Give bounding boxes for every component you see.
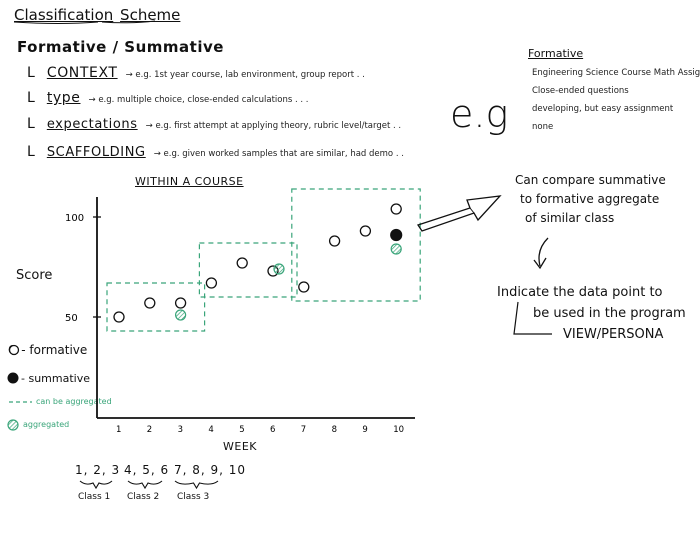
aggregated-point	[175, 309, 187, 321]
x-tick-label: 7	[301, 425, 306, 435]
formative-item: Engineering Science Course Math Assigned	[532, 68, 700, 78]
formative-point	[174, 297, 187, 309]
formative-point	[359, 225, 372, 237]
criteria-desc: → e.g. first attempt at applying theory,…	[145, 121, 402, 131]
y-tick-label: 100	[65, 213, 84, 224]
indicate-bracket	[513, 301, 552, 335]
x-tick-label: 2	[147, 425, 152, 435]
class-weeks: 4, 5, 6	[124, 463, 170, 477]
annotation-compare-line: Can compare summative	[515, 173, 666, 187]
x-axis-label: WEEK	[223, 440, 257, 453]
eg-label: e.g	[450, 92, 509, 136]
x-tick-label: 8	[332, 425, 337, 435]
class-label: Class 1	[78, 492, 111, 502]
title-underline	[13, 20, 156, 24]
aggregated-point	[390, 243, 402, 255]
class-weeks: 1, 2, 3	[75, 463, 121, 477]
class-label: Class 2	[127, 492, 160, 502]
criteria-bullet: L	[27, 144, 35, 160]
compare-arrow	[416, 195, 502, 232]
legend-hatched-circle	[7, 419, 19, 431]
class-brace	[79, 480, 113, 490]
criteria-bullet: L	[27, 116, 35, 132]
x-tick-label: 4	[208, 425, 213, 435]
annotation-compare-line: of similar class	[525, 211, 615, 225]
x-tick-label: 10	[393, 425, 404, 435]
annotation-indicate-line: VIEW/PERSONA	[563, 327, 664, 342]
section-heading: Formative / Summative	[17, 38, 224, 56]
legend-formative: O - formative	[8, 343, 88, 357]
x-tick-label: 9	[362, 425, 367, 435]
formative-item: none	[532, 122, 554, 132]
class-brace	[127, 480, 163, 490]
formative-item: Close-ended questions	[532, 86, 629, 96]
x-tick-label: 3	[178, 425, 183, 435]
formative-point	[205, 277, 218, 289]
indicate-arrow	[533, 237, 549, 270]
criteria-label: expectations	[46, 117, 138, 132]
legend-summative: - summative	[21, 372, 90, 385]
formative-item: developing, but easy assignment	[532, 104, 674, 114]
annotation-indicate-line: be used in the program	[533, 306, 686, 321]
page-title: Classification Scheme	[14, 6, 180, 24]
y-axis-label: Score	[16, 268, 53, 283]
legend-aggregatable: can be aggregated	[36, 397, 112, 406]
criteria-row: L SCAFFOLDING → e.g. given worked samples …	[27, 141, 404, 160]
formative-point	[328, 235, 341, 247]
criteria-label: type	[46, 90, 81, 106]
group-box	[106, 282, 206, 332]
formative-point	[298, 281, 310, 293]
class-brace	[174, 480, 219, 490]
criteria-desc: → e.g. 1st year course, lab environment,…	[125, 70, 365, 80]
y-tick-label: 50	[65, 313, 78, 324]
formative-point	[390, 203, 402, 215]
group-box	[198, 242, 298, 298]
formative-point	[236, 257, 248, 269]
chart-title: WITHIN A COURSE	[135, 175, 244, 188]
class-label: Class 3	[177, 492, 210, 502]
title-part1: Classification	[14, 6, 114, 24]
legend-filled-circle	[7, 372, 19, 384]
legend-open-circle	[8, 344, 20, 356]
formative-heading: Formative	[528, 47, 584, 60]
aggregated-point	[273, 263, 285, 275]
criteria-label: SCAFFOLDING	[46, 145, 146, 160]
annotation-compare-line: to formative aggregate	[520, 192, 660, 206]
formative-point	[144, 297, 156, 309]
criteria-desc: → e.g. given worked samples that are sim…	[153, 149, 404, 159]
criteria-row: L CONTEXT → e.g. 1st year course, lab envi…	[27, 62, 365, 81]
x-tick-label: 1	[116, 425, 121, 435]
x-tick-label: 6	[270, 425, 275, 435]
criteria-desc: → e.g. multiple choice, close-ended calc…	[88, 95, 309, 105]
criteria-bullet: L	[27, 90, 35, 106]
summative-point	[390, 228, 403, 242]
title-part2: Scheme	[120, 6, 181, 24]
x-tick-label: 5	[239, 425, 244, 435]
annotation-indicate-line: Indicate the data point to	[497, 285, 663, 300]
legend-aggregated: aggregated	[23, 420, 70, 429]
formative-point	[113, 311, 125, 323]
group-box	[291, 188, 421, 302]
criteria-bullet: L	[27, 65, 35, 81]
criteria-label: CONTEXT	[46, 65, 118, 81]
class-weeks: 7, 8, 9, 10	[174, 463, 247, 477]
compare-arrow-inner	[469, 207, 475, 214]
